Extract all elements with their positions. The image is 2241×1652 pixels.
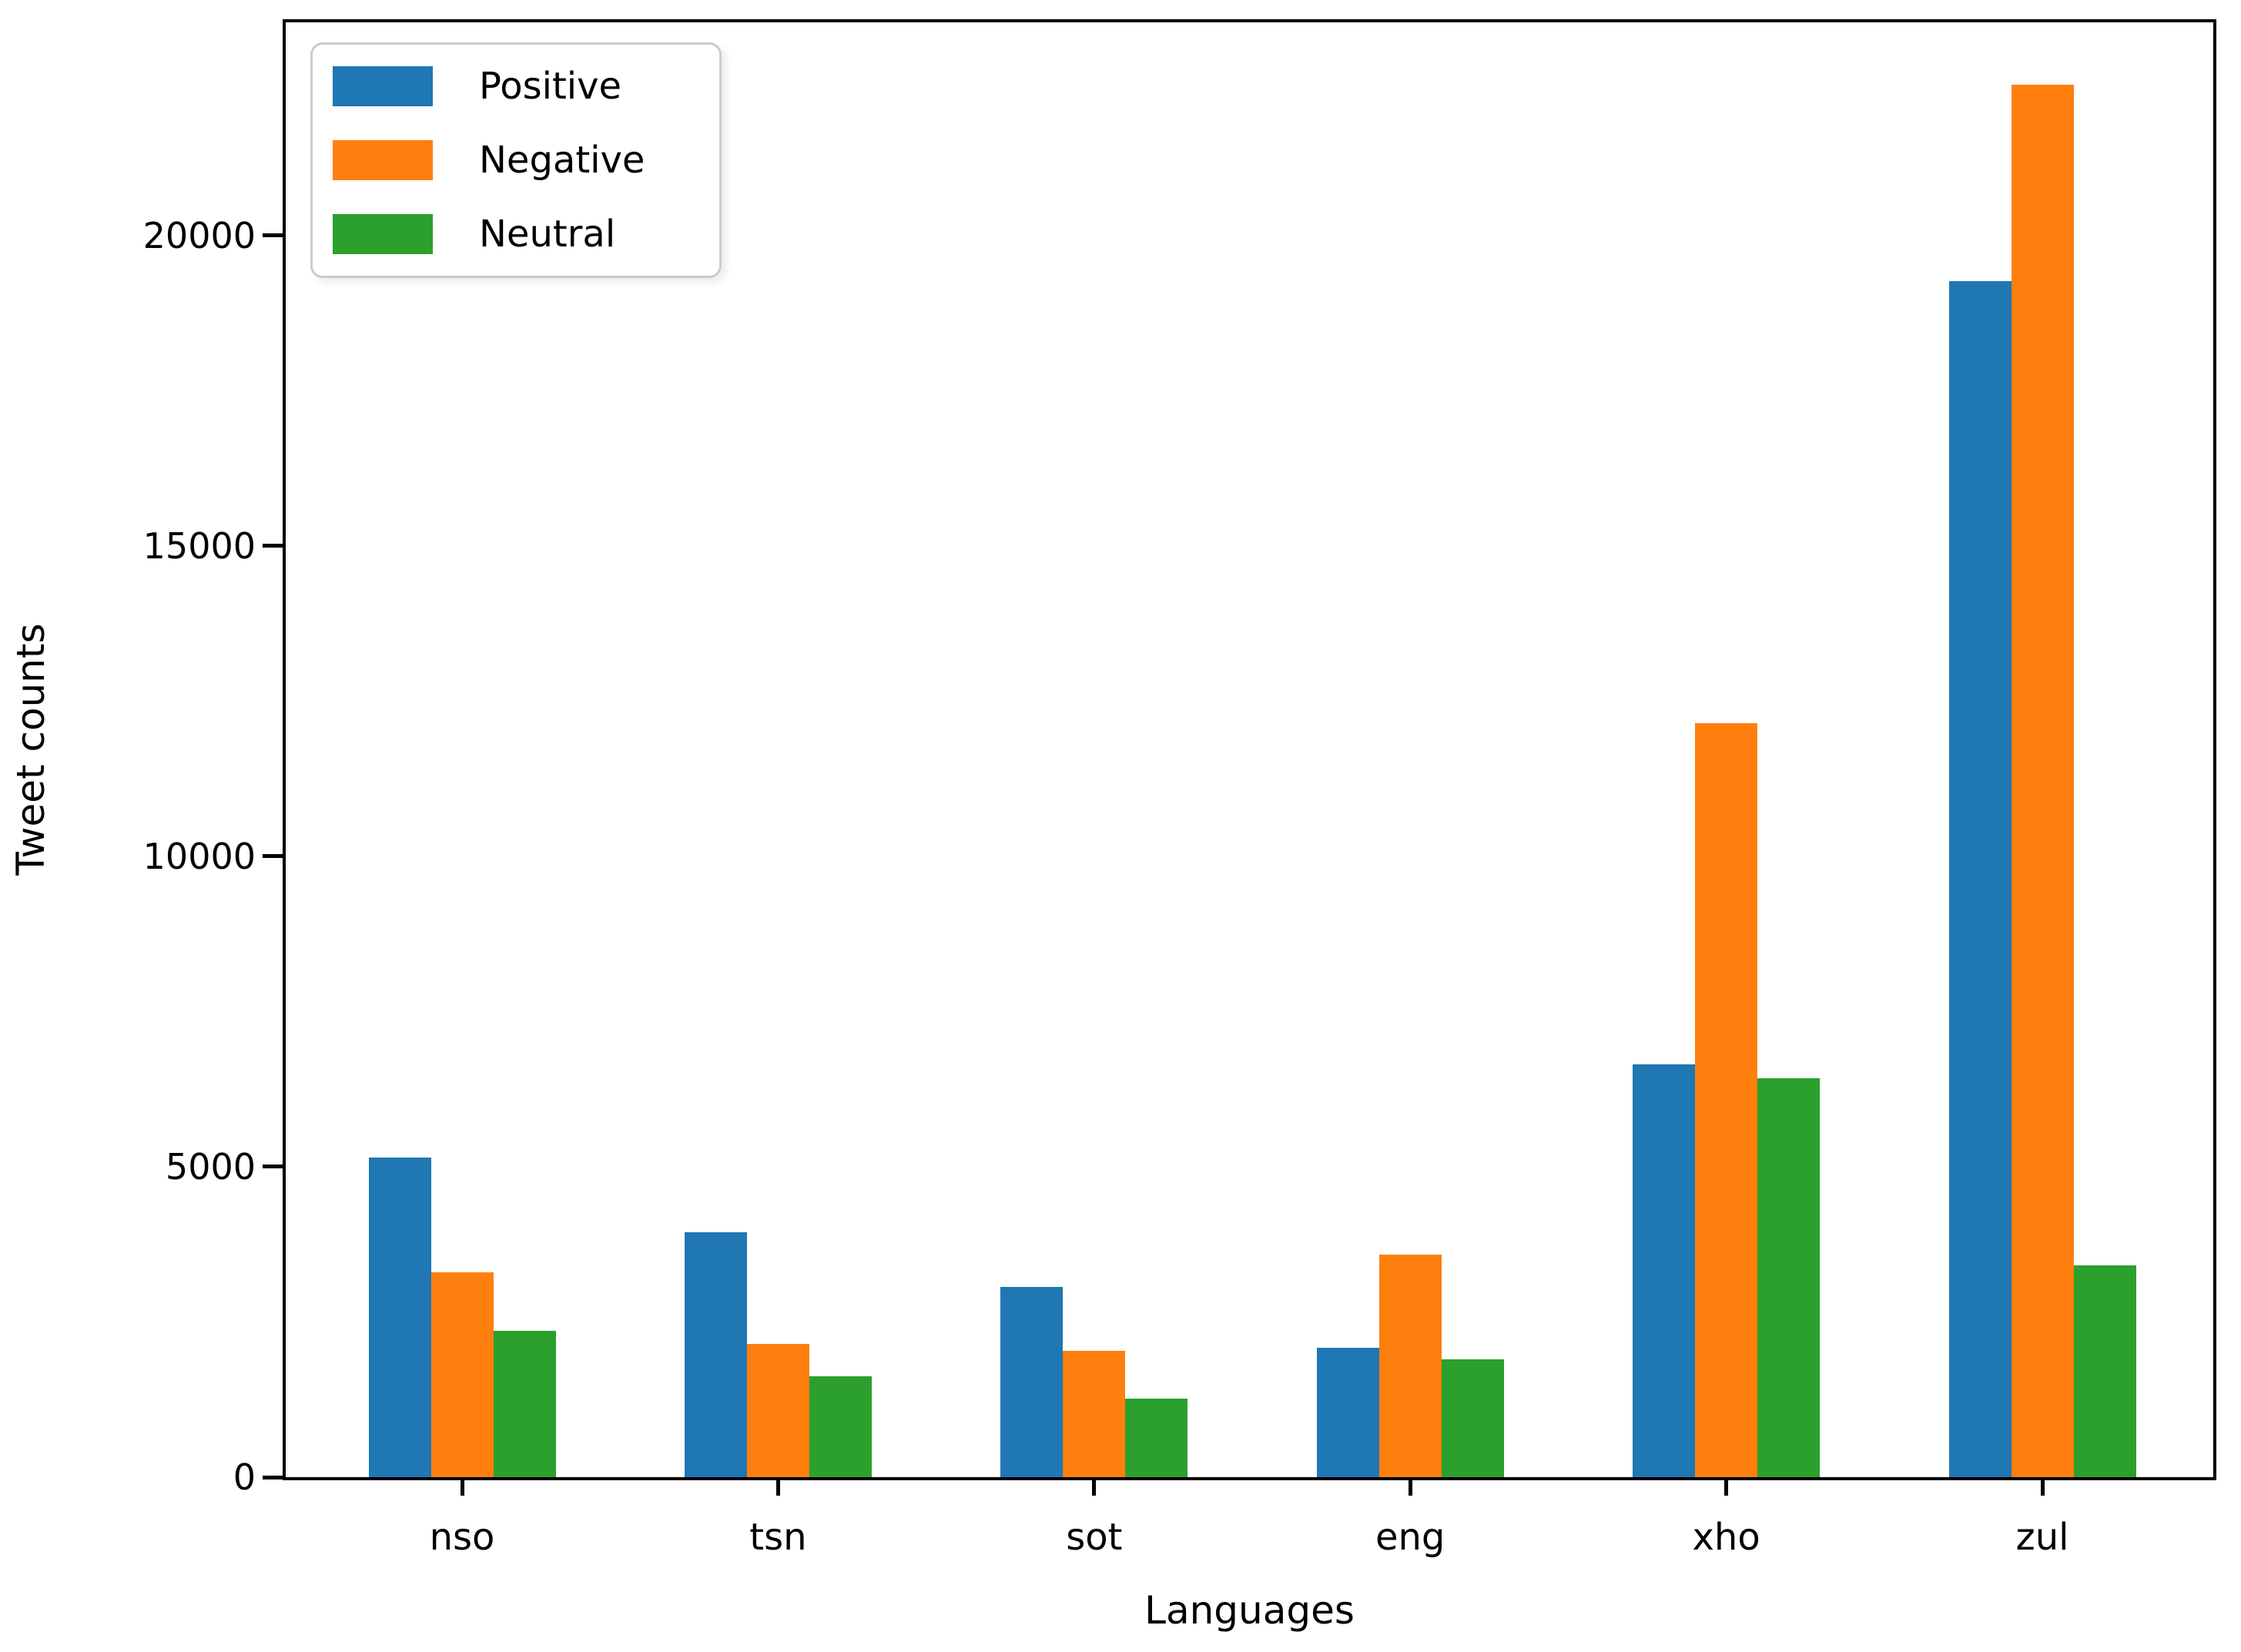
x-tick-mark <box>1408 1477 1412 1496</box>
legend-swatch-neutral <box>333 214 433 254</box>
legend-label-neutral: Neutral <box>479 213 616 256</box>
bar-negative-nso <box>430 1272 494 1477</box>
y-tick-label: 0 <box>233 1456 256 1498</box>
y-tick-label: 5000 <box>165 1145 256 1188</box>
bar-neutral-xho <box>1757 1078 1821 1477</box>
bar-positive-xho <box>1633 1064 1696 1477</box>
bar-neutral-zul <box>2073 1265 2136 1477</box>
bar-neutral-sot <box>1125 1399 1188 1477</box>
x-tick-mark <box>775 1477 780 1496</box>
legend-entry-positive: Positive <box>313 66 719 106</box>
x-tick-mark <box>1092 1477 1097 1496</box>
plot-area: Positive Negative Neutral <box>263 19 2216 1496</box>
bar-neutral-eng <box>1441 1359 1504 1477</box>
legend-label-negative: Negative <box>479 139 645 182</box>
y-tick-mark <box>263 1475 283 1479</box>
legend-swatch-negative <box>333 140 433 180</box>
legend-swatch-positive <box>333 66 433 106</box>
bar-negative-eng <box>1378 1255 1442 1477</box>
x-tick-label-xho: xho <box>1692 1516 1760 1559</box>
x-tick-label-eng: eng <box>1375 1516 1445 1559</box>
legend: Positive Negative Neutral <box>310 42 722 278</box>
bar-positive-eng <box>1316 1348 1379 1477</box>
legend-entry-negative: Negative <box>313 140 719 180</box>
x-tick-label-tsn: tsn <box>749 1516 807 1559</box>
bar-positive-sot <box>1000 1287 1064 1477</box>
x-tick-mark <box>2040 1477 2045 1496</box>
x-tick-mark <box>1724 1477 1729 1496</box>
x-tick-label-sot: sot <box>1066 1516 1123 1559</box>
bar-negative-zul <box>2011 85 2074 1477</box>
y-tick-label: 20000 <box>142 214 256 256</box>
bar-positive-zul <box>1948 281 2012 1477</box>
bar-positive-tsn <box>684 1232 747 1477</box>
legend-label-positive: Positive <box>479 65 622 108</box>
bar-negative-sot <box>1063 1351 1126 1477</box>
bar-neutral-nso <box>493 1331 556 1477</box>
y-tick-label: 15000 <box>142 524 256 567</box>
bar-negative-xho <box>1695 723 1758 1477</box>
x-axis-title: Languages <box>1144 1588 1355 1633</box>
bar-negative-tsn <box>746 1344 809 1477</box>
bar-positive-nso <box>368 1158 431 1477</box>
x-tick-label-zul: zul <box>2015 1516 2069 1559</box>
y-tick-mark <box>263 233 283 238</box>
bar-neutral-tsn <box>809 1376 872 1477</box>
legend-entry-neutral: Neutral <box>313 214 719 254</box>
y-tick-mark <box>263 544 283 548</box>
x-tick-label-nso: nso <box>429 1516 495 1559</box>
y-tick-label: 10000 <box>142 835 256 877</box>
x-tick-mark <box>460 1477 464 1496</box>
y-tick-mark <box>263 1164 283 1169</box>
y-tick-mark <box>263 854 283 859</box>
